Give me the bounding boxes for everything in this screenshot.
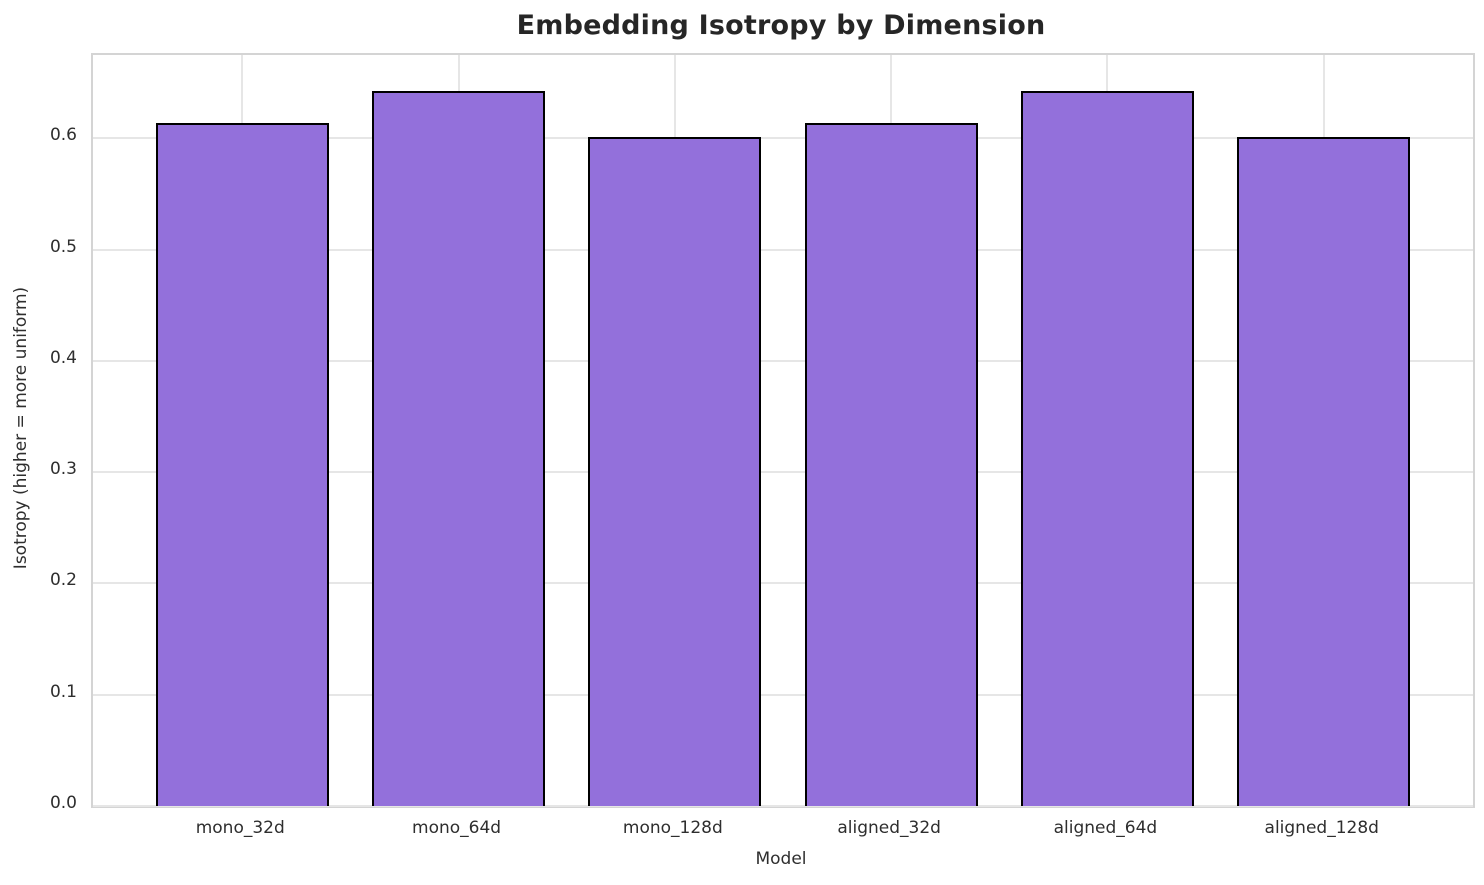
h-gridline (93, 137, 1473, 140)
x-axis-label: Model (755, 849, 807, 869)
bar-mono_32d (155, 122, 329, 806)
y-tick-label: 0.5 (49, 236, 77, 257)
h-gridline (93, 582, 1473, 585)
h-gridline (93, 805, 1473, 807)
x-tick-label: mono_32d (195, 818, 285, 838)
bar-aligned_64d (1020, 90, 1194, 806)
y-axis-label: Isotropy (higher = more uniform) (11, 286, 31, 570)
x-tick-label: aligned_128d (1264, 818, 1379, 838)
x-tick-label: aligned_64d (1053, 818, 1158, 838)
y-tick-label: 0.3 (49, 459, 77, 480)
y-tick-label: 0.4 (49, 347, 77, 368)
h-gridline (93, 693, 1473, 696)
bar-mono_128d (588, 137, 762, 806)
bar-aligned_32d (804, 122, 978, 806)
x-tick-label: aligned_32d (837, 818, 941, 838)
bar-mono_64d (372, 90, 546, 806)
y-tick-label: 0.2 (49, 570, 77, 591)
x-tick-label: mono_128d (622, 818, 723, 838)
chart-title: Embedding Isotropy by Dimension (516, 10, 1046, 41)
y-tick-label: 0.1 (49, 681, 77, 702)
h-gridline (93, 359, 1473, 362)
h-gridline (93, 248, 1473, 251)
bar-aligned_128d (1237, 137, 1411, 806)
y-tick-label: 0.6 (49, 125, 77, 146)
x-tick-label: mono_64d (412, 818, 502, 838)
y-tick-label: 0.0 (49, 793, 77, 813)
h-gridline (93, 471, 1473, 474)
plot-area (91, 53, 1475, 808)
